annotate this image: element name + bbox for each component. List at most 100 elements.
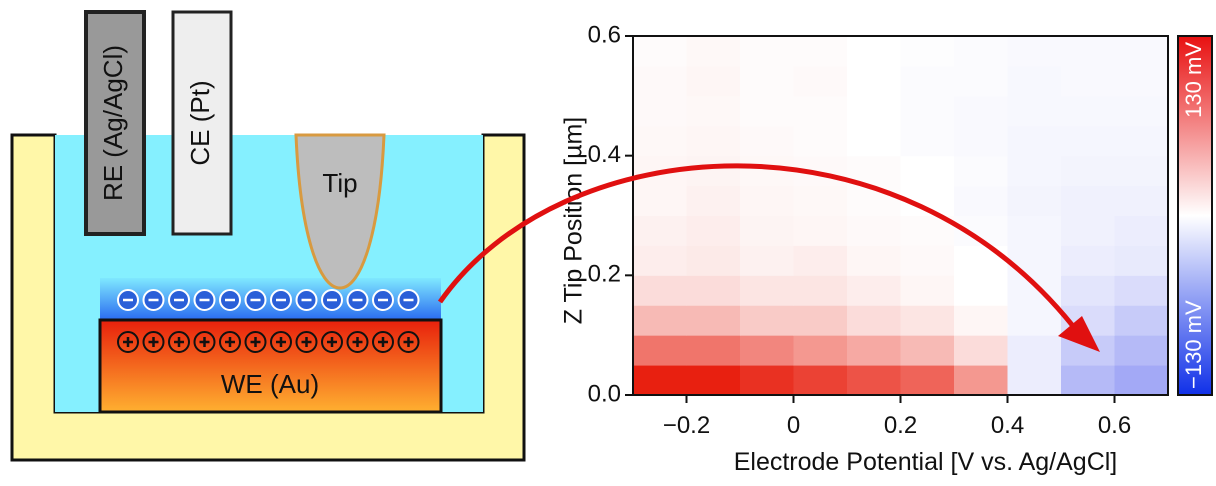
heat-cell [687,36,741,66]
heat-cell [1061,245,1115,275]
heat-cell [687,66,741,96]
heat-cell [794,335,848,365]
heat-cell [901,365,955,395]
heat-cell [954,66,1008,96]
colorbar-label: −130 mV [1181,300,1206,389]
heat-cell [901,126,955,156]
heat-cell [687,245,741,275]
heat-cell [633,335,687,365]
figure: RE (Ag/AgCl) CE (Pt) Tip WE (Au) −0.200.… [0,0,1216,481]
heat-cell [1115,216,1169,246]
heat-cell [901,96,955,126]
x-axis-label: Electrode Potential [V vs. Ag/AgCl] [734,448,1118,476]
heat-cell [1008,365,1062,395]
heat-cell [901,66,955,96]
heat-cell [794,186,848,216]
heat-cell [1115,275,1169,305]
heat-cell [1115,305,1169,335]
heat-cell [1115,126,1169,156]
heat-cell [1008,305,1062,335]
heat-cell [847,275,901,305]
heat-cell [954,186,1008,216]
heat-cell [954,156,1008,186]
x-tick-label: 0.4 [991,412,1024,439]
y-tick-label: 0.2 [588,261,621,288]
heat-cell [633,275,687,305]
heat-cell [740,245,794,275]
y-axis-label: Z Tip Position [µm] [560,117,588,325]
heat-cell [740,186,794,216]
ce-label: CE (Pt) [185,80,215,165]
heat-cell [847,216,901,246]
heat-cell [1061,365,1115,395]
x-tick-label: −0.2 [663,412,710,439]
heat-cell [1061,126,1115,156]
heat-cell [847,305,901,335]
heat-cell [847,365,901,395]
heat-cell [740,365,794,395]
heat-cell [740,335,794,365]
heat-cell [633,365,687,395]
y-tick-label: 0.4 [588,141,621,168]
heat-cell [687,305,741,335]
heat-cell [794,365,848,395]
heat-cell [954,305,1008,335]
heat-cell [687,126,741,156]
heat-cell [687,365,741,395]
heat-cell [954,275,1008,305]
heat-cell [901,275,955,305]
heat-cell [847,66,901,96]
heat-cell [1061,66,1115,96]
colorbar-label: 130 mV [1181,42,1206,118]
x-tick-label: 0.6 [1098,412,1131,439]
heat-cell [794,275,848,305]
heat-cell [901,245,955,275]
heat-cell [954,96,1008,126]
heat-cell [633,96,687,126]
heat-cell [633,66,687,96]
heat-cell [794,96,848,126]
heat-cell [1008,245,1062,275]
heat-cell [1008,96,1062,126]
heat-cell [901,156,955,186]
heat-cell [633,305,687,335]
heat-cell [1061,216,1115,246]
heat-cell [794,245,848,275]
heat-cell [794,216,848,246]
heat-cell [1061,36,1115,66]
heat-cell [687,186,741,216]
heat-cell [1008,216,1062,246]
heat-cell [1115,36,1169,66]
heat-cell [1115,245,1169,275]
heat-cell [1061,186,1115,216]
heat-cell [1008,156,1062,186]
x-tick-label: 0 [787,412,800,439]
y-tick-label: 0.6 [588,21,621,48]
heat-cell [633,126,687,156]
heat-cell [1115,335,1169,365]
heat-cell [633,186,687,216]
heat-cell [901,335,955,365]
heat-cell [847,126,901,156]
we-label: WE (Au) [221,369,319,399]
heat-cell [1115,365,1169,395]
heat-cell [687,275,741,305]
heat-cell [687,216,741,246]
heat-cell [954,245,1008,275]
heat-cell [954,365,1008,395]
heat-cell [1115,156,1169,186]
heat-cell [687,96,741,126]
heat-cell [1115,96,1169,126]
heat-cell [954,36,1008,66]
heat-cell [740,216,794,246]
heat-cell [740,126,794,156]
heat-cell [1061,156,1115,186]
heat-cell [1008,335,1062,365]
heat-cell [794,126,848,156]
heat-cell [794,36,848,66]
heat-cell [1008,126,1062,156]
heat-cell [847,36,901,66]
heat-cell [1115,66,1169,96]
heat-cell [794,305,848,335]
heat-cell [954,126,1008,156]
